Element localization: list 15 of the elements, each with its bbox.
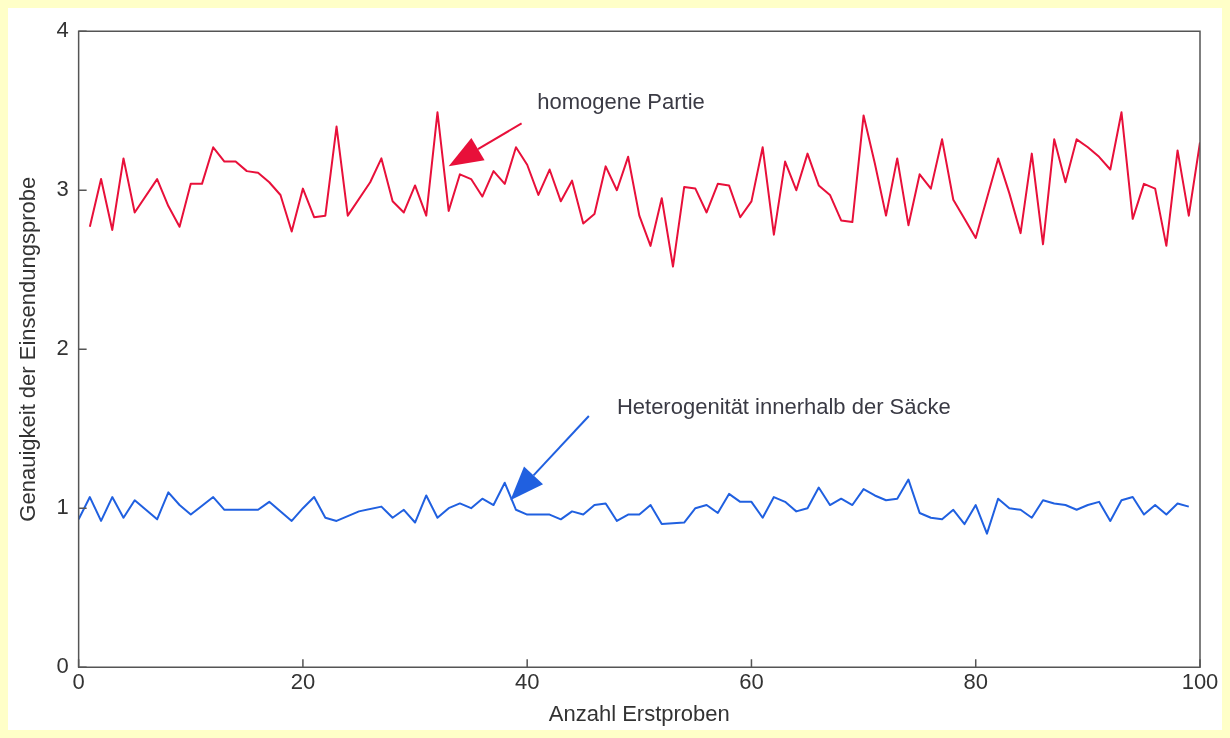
annotation: homogene Partie <box>537 88 705 114</box>
x-tick-label: 0 <box>72 669 85 695</box>
x-axis-title: Anzahl Erstproben <box>548 700 730 726</box>
y-tick-label: 4 <box>56 17 69 43</box>
annotation: Heterogenität innerhalb der Säcke <box>616 393 951 419</box>
y-tick-label: 0 <box>56 653 69 679</box>
x-tick-label: 40 <box>514 669 540 695</box>
x-tick-label: 60 <box>739 669 764 695</box>
x-tick-label: 20 <box>290 669 316 695</box>
y-axis-title: Genauigkeit der Einsendungsprobe <box>15 176 41 522</box>
x-tick-label: 80 <box>963 669 988 695</box>
y-tick-label: 3 <box>56 176 69 202</box>
y-tick-label: 1 <box>56 494 69 520</box>
x-tick-label: 100 <box>1181 669 1219 695</box>
y-tick-label: 2 <box>56 335 69 361</box>
